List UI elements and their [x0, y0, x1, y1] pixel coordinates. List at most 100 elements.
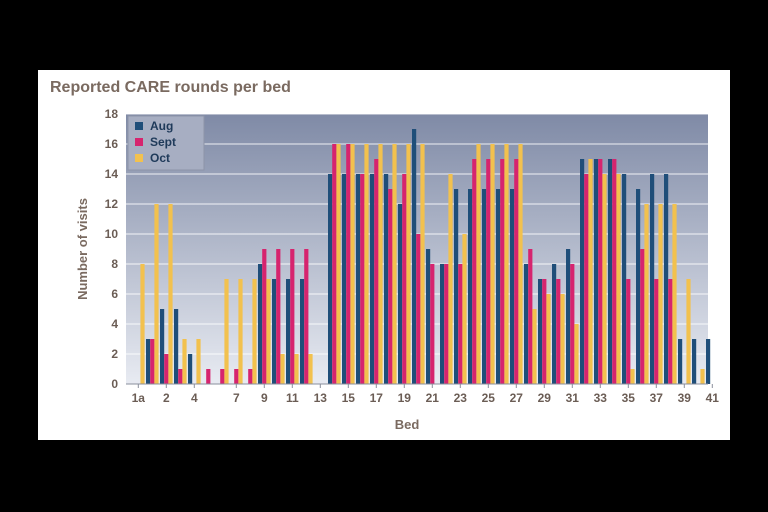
bar	[258, 264, 263, 384]
y-tick-label: 2	[111, 347, 118, 361]
bar	[650, 174, 655, 384]
bar	[374, 159, 379, 384]
bar	[686, 279, 691, 384]
bar	[654, 279, 659, 384]
y-tick-label: 4	[111, 317, 118, 331]
bar	[528, 249, 533, 384]
bar	[164, 354, 169, 384]
bar	[644, 204, 649, 384]
bar	[672, 204, 677, 384]
bar	[286, 279, 291, 384]
bar	[416, 234, 421, 384]
bar	[668, 279, 673, 384]
legend-label: Oct	[150, 151, 170, 165]
bar-chart: Reported CARE rounds per bed 0 2 4 6 8 10 12 14…	[50, 79, 719, 432]
bar	[234, 369, 239, 384]
bar	[490, 144, 495, 384]
bar	[294, 354, 299, 384]
x-tick-label: 17	[370, 391, 384, 405]
bar	[658, 204, 663, 384]
x-tick-label: 35	[622, 391, 636, 405]
legend-swatch	[135, 154, 143, 162]
bar	[612, 159, 617, 384]
y-tick-label: 12	[105, 197, 119, 211]
bar	[636, 189, 641, 384]
bar	[598, 159, 603, 384]
y-tick-label: 10	[105, 227, 119, 241]
bar	[440, 264, 445, 384]
bar	[472, 159, 477, 384]
bar	[300, 279, 305, 384]
bar	[602, 174, 607, 384]
bar	[622, 174, 627, 384]
bar	[700, 369, 705, 384]
x-tick-label: 9	[261, 391, 268, 405]
bar	[588, 159, 593, 384]
bar	[616, 174, 621, 384]
bar	[188, 354, 193, 384]
bar	[364, 144, 369, 384]
bar	[664, 174, 669, 384]
bar	[462, 234, 467, 384]
y-tick-label: 6	[111, 287, 118, 301]
bar	[630, 369, 635, 384]
bar	[640, 249, 645, 384]
bar	[224, 279, 229, 384]
bar	[560, 294, 565, 384]
legend: Aug Sept Oct	[127, 115, 205, 171]
bar	[430, 264, 435, 384]
bar	[356, 174, 361, 384]
bar	[160, 309, 165, 384]
y-tick-label: 0	[111, 377, 118, 391]
bar	[458, 264, 463, 384]
chart-card: Reported CARE rounds per bed 0 2 4 6 8 10 12 14…	[38, 70, 730, 440]
series-oct	[140, 144, 705, 384]
bar	[476, 144, 481, 384]
bar	[552, 264, 557, 384]
bar	[220, 369, 225, 384]
bar	[556, 279, 561, 384]
bar	[626, 279, 631, 384]
x-tick-label: 37	[650, 391, 664, 405]
x-tick-label: 1a	[132, 391, 146, 405]
legend-swatch	[135, 122, 143, 130]
series-aug	[146, 129, 711, 384]
bar	[238, 279, 243, 384]
bar	[392, 144, 397, 384]
bar	[412, 129, 417, 384]
x-tick-label: 2	[163, 391, 170, 405]
bar	[532, 309, 537, 384]
x-tick-label: 23	[454, 391, 468, 405]
x-tick-label: 31	[566, 391, 580, 405]
bar	[146, 339, 151, 384]
bar	[566, 249, 571, 384]
x-tick-label: 19	[398, 391, 412, 405]
chart-title: Reported CARE rounds per bed	[50, 79, 291, 96]
bar	[468, 189, 473, 384]
bar	[178, 369, 183, 384]
bar	[346, 144, 351, 384]
y-axis-label: Number of visits	[75, 198, 90, 300]
bar	[500, 159, 505, 384]
x-axis-label: Bed	[395, 417, 420, 432]
legend-label: Aug	[150, 119, 173, 133]
legend-label: Sept	[150, 135, 176, 149]
bar	[378, 144, 383, 384]
bar	[384, 174, 389, 384]
bar	[308, 354, 313, 384]
bar	[174, 309, 179, 384]
bar	[510, 189, 515, 384]
bar	[266, 279, 271, 384]
x-tick-label: 21	[426, 391, 440, 405]
bar	[486, 159, 491, 384]
bar	[290, 249, 295, 384]
x-tick-label: 11	[286, 391, 299, 405]
bar	[448, 174, 453, 384]
bar	[248, 369, 253, 384]
bar	[546, 294, 551, 384]
bar	[140, 264, 145, 384]
bar	[150, 339, 155, 384]
bar	[538, 279, 543, 384]
bar	[342, 174, 347, 384]
bar	[574, 324, 579, 384]
